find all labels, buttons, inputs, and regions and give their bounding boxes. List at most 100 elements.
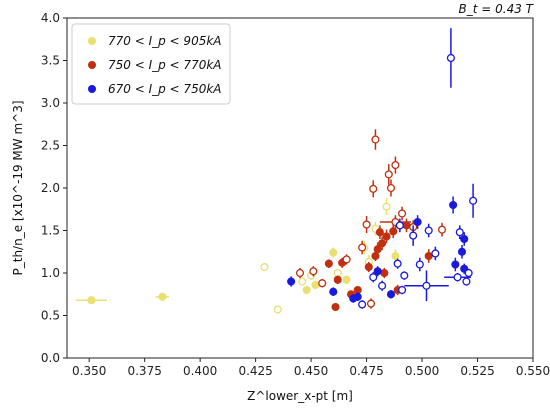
data-point [353,292,362,301]
data-point [364,262,373,272]
legend-box [71,23,231,105]
data-point [449,200,458,210]
data-point [369,184,378,193]
data-point [333,268,342,278]
data-point [273,305,282,314]
data-point [378,281,387,290]
data-point [446,53,455,62]
data-point [358,300,367,309]
legend-label-high-current: 770 < I_p < 905kA [108,34,222,48]
data-point [415,260,424,269]
data-point [413,217,422,227]
legend-marker-high-current [88,37,96,45]
data-point [395,221,404,230]
y-tick-label: 2.0 [41,181,60,195]
data-point [402,221,411,230]
data-point [422,281,431,290]
data-point [260,262,269,272]
y-tick-label: 1.5 [41,224,60,238]
data-point [302,285,311,295]
y-tick-label: 0.0 [41,351,60,365]
data-point [431,249,440,258]
data-point [398,209,407,218]
legend-label-low-current: 670 < I_p < 750kA [108,82,222,96]
data-point [398,285,407,295]
data-point [437,225,447,234]
x-tick-label: 0.375 [127,364,161,378]
y-tick-label: 1.0 [41,266,60,280]
data-point [384,170,393,179]
data-point [469,196,478,205]
data-point [391,251,400,261]
y-tick-label: 0.5 [41,309,60,323]
data-point [371,135,380,144]
data-point [453,273,462,282]
data-point [366,299,376,308]
x-tick-label: 0.475 [349,364,383,378]
series-2 [287,28,478,309]
data-point [353,285,362,295]
data-point [309,267,318,276]
x-tick-label: 0.350 [72,364,106,378]
data-point [324,259,333,268]
data-point [457,247,467,256]
data-point [460,234,469,244]
data-point [158,292,167,301]
data-point [462,277,471,286]
x-tick-label: 0.525 [460,364,494,378]
x-tick-label: 0.450 [294,364,328,378]
series-0 [75,198,400,314]
data-point [298,277,307,286]
data-point [362,220,371,229]
data-point [389,227,398,236]
data-points [75,28,478,314]
data-point [295,268,305,278]
x-tick-label: 0.500 [405,364,439,378]
data-point [382,202,391,211]
data-point [373,267,382,276]
data-point [318,279,327,288]
legend-marker-mid-current [88,61,96,69]
data-point [424,226,433,235]
data-point [380,268,389,278]
legend-marker-low-current [88,85,96,93]
data-point [409,231,418,240]
legend: 770 < I_p < 905kA 750 < I_p < 770kA 670 … [71,23,231,105]
data-point [373,245,382,254]
data-point [87,296,96,305]
data-point [287,277,296,286]
data-point [331,302,340,312]
axis-ticks: 0.350 0.375 0.400 0.425 0.450 0.475 0.500 0.525… [41,11,550,378]
data-point [378,239,387,248]
x-tick-label: 0.400 [183,364,217,378]
data-point [400,271,409,280]
data-point [329,287,338,296]
data-point [386,290,396,299]
data-point [369,273,378,282]
data-point [451,260,460,269]
x-tick-label: 0.425 [238,364,272,378]
data-point [329,248,338,257]
y-tick-label: 3.0 [41,96,60,110]
data-point [358,243,367,252]
data-point [391,161,400,170]
y-tick-label: 4.0 [41,11,60,25]
data-point [464,268,473,278]
y-tick-label: 2.5 [41,139,60,153]
data-point [342,275,351,284]
data-point [311,280,320,289]
data-point [455,228,464,237]
y-axis-label: P_th/n_e [x10^-19 MW m^3] [11,100,25,275]
series-1 [295,129,447,312]
x-tick-label: 0.550 [516,364,550,378]
x-axis-label: Z^lower_x-pt [m] [247,389,353,403]
legend-label-mid-current: 750 < I_p < 770kA [108,58,222,72]
y-tick-label: 3.5 [41,54,60,68]
data-point [386,183,396,193]
data-point [424,251,433,261]
data-point [333,275,342,284]
data-point [342,255,351,264]
data-point [393,259,402,268]
data-point [375,228,384,237]
